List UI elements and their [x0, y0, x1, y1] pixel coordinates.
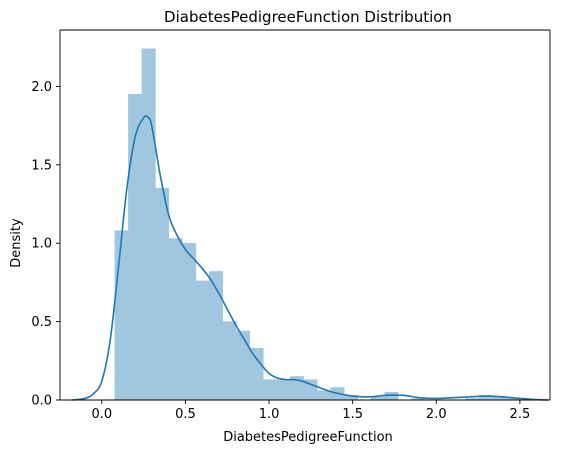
y-axis-label: Density [9, 218, 24, 268]
x-tick-label: 1.0 [259, 407, 280, 422]
histogram-bar [168, 238, 183, 401]
histogram-bar [141, 48, 156, 401]
histogram-bars [114, 48, 520, 401]
histogram-bar [316, 390, 331, 401]
histogram-bar [209, 271, 224, 401]
x-tick-label: 2.0 [426, 407, 447, 422]
y-tick-label: 1.0 [31, 237, 52, 252]
kde-line [71, 115, 549, 401]
y-tick-label: 1.5 [31, 158, 52, 173]
histogram-bar [249, 348, 264, 401]
histogram-bar [222, 321, 237, 401]
y-axis-ticks: 0.0 0.5 1.0 1.5 2.0 [31, 80, 60, 409]
kde-layer [71, 115, 549, 401]
x-axis-label: DiabetesPedigreeFunction [223, 430, 393, 445]
x-tick-label: 1.5 [342, 407, 363, 422]
x-tick-label: 2.5 [510, 407, 531, 422]
axes-frame [59, 29, 551, 401]
histogram-bar [276, 379, 291, 401]
y-tick-label: 0.0 [31, 394, 52, 409]
histogram-bar [182, 242, 197, 401]
y-tick-label: 0.5 [31, 315, 52, 330]
histogram-bar [263, 379, 278, 401]
histogram-bar [155, 188, 170, 401]
x-tick-label: 0.0 [91, 407, 112, 422]
chart-title: DiabetesPedigreeFunction Distribution [164, 8, 452, 26]
histogram-bar [114, 230, 129, 401]
histogram-bar [384, 391, 399, 401]
y-tick-label: 2.0 [31, 80, 52, 95]
x-tick-label: 0.5 [175, 407, 196, 422]
histogram-bar [195, 280, 210, 401]
histogram-bar [236, 330, 251, 401]
x-axis-ticks: 0.0 0.5 1.0 1.5 2.0 2.5 [91, 400, 530, 422]
